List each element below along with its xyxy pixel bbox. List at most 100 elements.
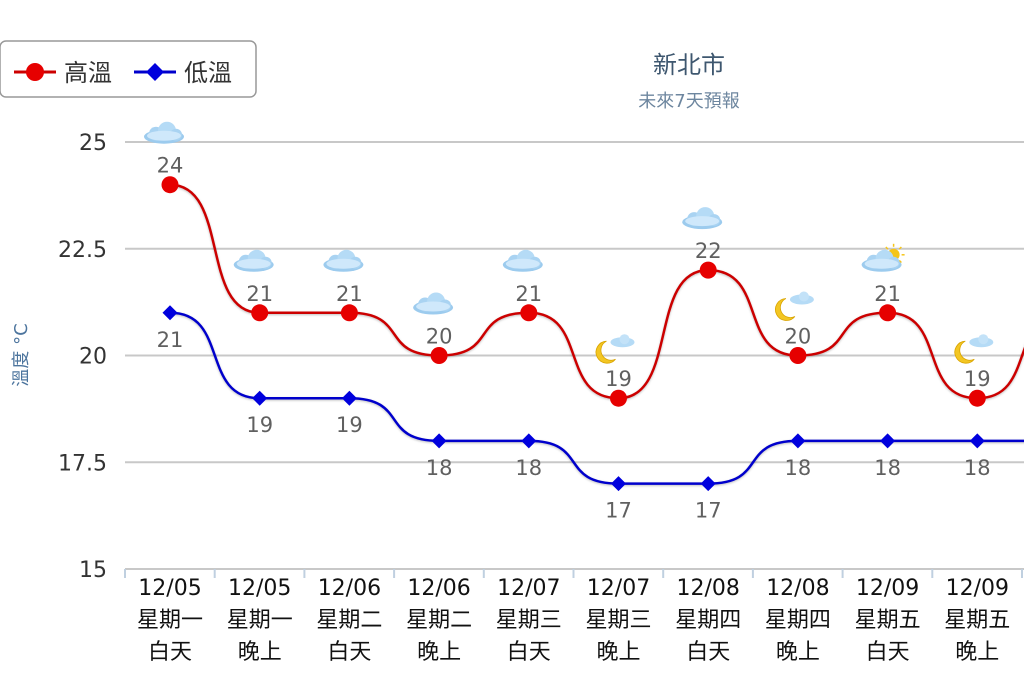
high-temp-point[interactable] bbox=[879, 304, 897, 322]
low-temp-label: 19 bbox=[336, 413, 363, 437]
x-tick-label-line: 12/05 bbox=[138, 576, 201, 601]
legend-low-marker-icon bbox=[146, 63, 164, 81]
high-temp-label: 24 bbox=[157, 154, 184, 178]
x-tick-label-line: 12/07 bbox=[587, 576, 650, 601]
legend-box bbox=[0, 40, 257, 98]
legend-high-marker-icon bbox=[26, 63, 44, 81]
low-temp-label: 17 bbox=[605, 499, 632, 523]
moon-cloud-icon bbox=[954, 334, 994, 364]
x-tick-label-line: 星期四 bbox=[765, 608, 831, 633]
high-temp-label: 20 bbox=[426, 325, 453, 349]
high-temp-point[interactable] bbox=[520, 304, 538, 322]
chart-subtitle: 未來7天預報 bbox=[638, 91, 739, 112]
high-temp-point[interactable] bbox=[251, 304, 269, 322]
high-temp-label: 19 bbox=[605, 367, 632, 391]
high-temp-point[interactable] bbox=[340, 304, 358, 322]
x-tick-label-line: 星期四 bbox=[675, 608, 741, 633]
x-tick-label-line: 12/05 bbox=[228, 576, 291, 601]
x-tick-label-line: 晚上 bbox=[596, 640, 640, 665]
moon-cloud-icon bbox=[595, 334, 635, 364]
y-axis: 15 17.5 20 22.5 25 bbox=[58, 131, 107, 583]
y-tick-label: 20 bbox=[79, 345, 107, 370]
low-temp-point[interactable] bbox=[252, 390, 268, 406]
x-tick-label-line: 白天 bbox=[507, 640, 551, 665]
y-tick-label: 25 bbox=[79, 131, 107, 156]
y-tick-label: 17.5 bbox=[58, 451, 107, 476]
legend-item-low[interactable]: 低溫 bbox=[134, 59, 232, 87]
cloud-icon bbox=[413, 292, 454, 315]
low-temp-label: 18 bbox=[874, 456, 901, 480]
series-high bbox=[161, 176, 1024, 407]
low-temp-point[interactable] bbox=[611, 476, 626, 492]
low-temp-label: 18 bbox=[785, 456, 812, 480]
chart-title: 新北市 bbox=[653, 51, 725, 79]
low-temp-label: 19 bbox=[246, 413, 273, 437]
high-temp-label: 22 bbox=[695, 239, 722, 263]
low-temp-label: 18 bbox=[964, 456, 991, 480]
x-tick-label-line: 白天 bbox=[686, 640, 730, 665]
x-tick-label-line: 白天 bbox=[148, 640, 192, 665]
x-tick-label-line: 晚上 bbox=[417, 640, 461, 665]
x-tick-label-line: 白天 bbox=[866, 640, 910, 665]
series bbox=[161, 176, 1024, 492]
low-temp-point[interactable] bbox=[521, 433, 537, 449]
weather-icons bbox=[144, 121, 994, 364]
high-temp-label: 21 bbox=[515, 282, 542, 306]
x-tick-label-line: 12/06 bbox=[407, 576, 470, 601]
high-temp-label: 20 bbox=[785, 325, 812, 349]
moon-cloud-icon bbox=[775, 291, 814, 321]
x-tick-label-line: 12/09 bbox=[856, 576, 919, 601]
high-temp-label: 21 bbox=[246, 282, 273, 306]
low-temp-label: 21 bbox=[157, 328, 184, 352]
legend-high-label: 高溫 bbox=[64, 59, 112, 87]
low-temp-label: 17 bbox=[695, 499, 722, 523]
high-temp-label: 19 bbox=[964, 367, 991, 391]
high-temp-point[interactable] bbox=[161, 176, 179, 194]
low-temp-point[interactable] bbox=[880, 433, 896, 449]
high-temp-point[interactable] bbox=[699, 261, 717, 279]
series-low bbox=[162, 305, 1024, 492]
low-temp-point[interactable] bbox=[341, 390, 357, 406]
legend-item-high[interactable]: 高溫 bbox=[14, 59, 112, 87]
x-tick-label-line: 晚上 bbox=[776, 640, 820, 665]
x-tick-label-line: 12/07 bbox=[497, 576, 560, 601]
x-tick-label-line: 晚上 bbox=[238, 640, 282, 665]
x-tick-label-line: 星期五 bbox=[855, 608, 921, 633]
cloud-icon bbox=[682, 207, 723, 230]
x-tick-label-line: 星期一 bbox=[227, 608, 293, 633]
x-tick-label-line: 星期三 bbox=[585, 608, 651, 633]
low-temp-point[interactable] bbox=[969, 433, 985, 449]
data-labels: 24 21 21 20 21 19 22 20 21 19 21 19 19 18 18 17 17 18 18 18 bbox=[157, 154, 991, 523]
high-temp-point[interactable] bbox=[610, 389, 627, 407]
y-tick-label: 22.5 bbox=[58, 238, 107, 263]
low-temp-point[interactable] bbox=[431, 433, 447, 449]
x-tick-label-line: 星期一 bbox=[137, 608, 203, 633]
x-tick-label-line: 星期五 bbox=[944, 608, 1010, 633]
x-tick-label-line: 12/06 bbox=[318, 576, 381, 601]
high-temp-point[interactable] bbox=[789, 347, 807, 364]
high-temp-point[interactable] bbox=[430, 347, 448, 364]
low-temp-point[interactable] bbox=[162, 305, 178, 321]
x-tick-label-line: 星期二 bbox=[316, 608, 382, 633]
cloud-icon bbox=[502, 249, 543, 272]
low-temp-label: 18 bbox=[515, 456, 542, 480]
low-temp-point[interactable] bbox=[790, 433, 806, 449]
legend[interactable]: 高溫 低溫 bbox=[0, 40, 257, 98]
high-temp-point[interactable] bbox=[968, 389, 986, 407]
x-tick-label-line: 星期二 bbox=[406, 608, 472, 633]
low-temp-point[interactable] bbox=[700, 476, 716, 492]
x-tick-label-line: 12/08 bbox=[766, 576, 829, 601]
y-tick-label: 15 bbox=[79, 558, 107, 583]
cloud-icon bbox=[323, 249, 364, 272]
high-temp-label: 21 bbox=[874, 282, 901, 306]
